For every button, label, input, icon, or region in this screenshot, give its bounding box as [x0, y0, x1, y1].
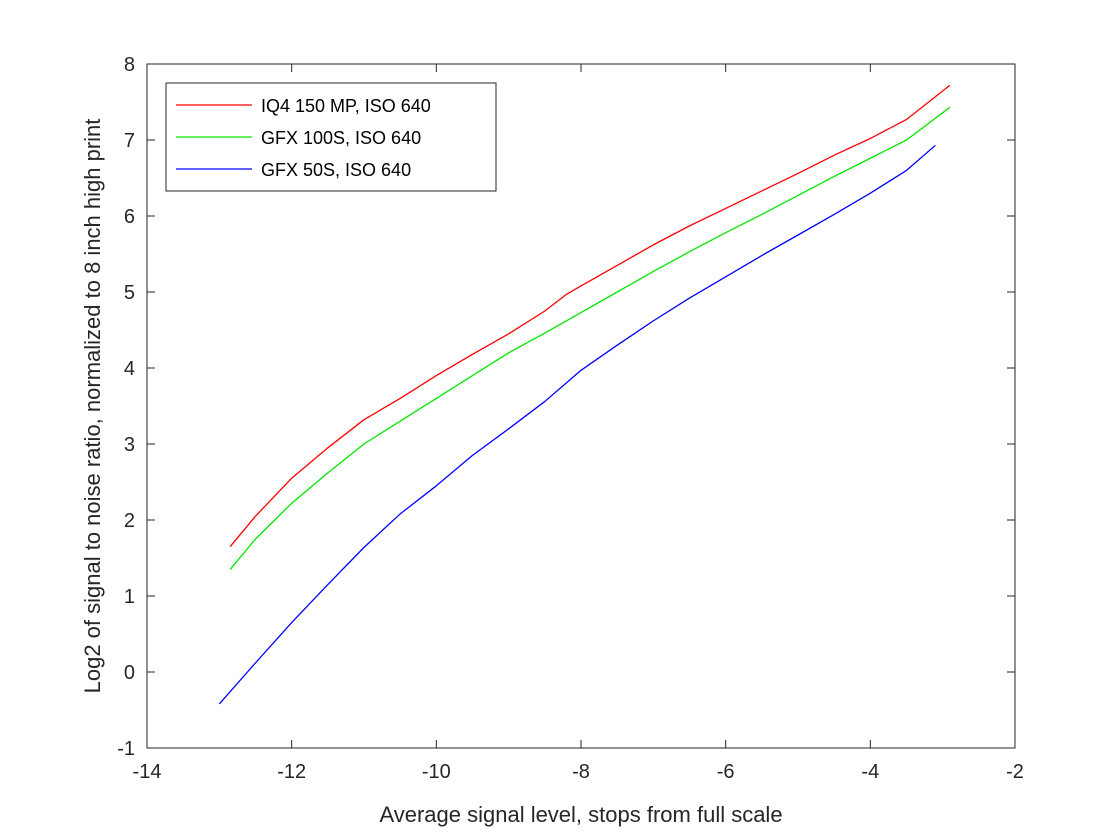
y-tick-label: 3 [124, 434, 135, 456]
x-tick-label: -2 [1006, 761, 1024, 783]
y-tick-label: 0 [124, 662, 135, 684]
y-axis-label: Log2 of signal to noise ratio, normalize… [80, 119, 105, 694]
y-tick-label: 5 [124, 282, 135, 304]
y-tick-label: 4 [124, 358, 135, 380]
series-line-3 [218, 144, 936, 705]
legend-label: GFX 50S, ISO 640 [261, 160, 411, 180]
x-axis-label: Average signal level, stops from full sc… [379, 802, 782, 827]
y-tick-label: 8 [124, 54, 135, 76]
x-tick-label: -14 [133, 761, 162, 783]
x-tick-label: -12 [277, 761, 306, 783]
legend-label: GFX 100S, ISO 640 [261, 128, 421, 148]
x-tick-label: -6 [717, 761, 735, 783]
y-tick-label: 1 [124, 586, 135, 608]
legend-label: IQ4 150 MP, ISO 640 [261, 96, 431, 116]
series-line-2 [229, 106, 951, 570]
y-tick-label: 6 [124, 206, 135, 228]
x-tick-label: -4 [861, 761, 879, 783]
x-tick-label: -8 [572, 761, 590, 783]
y-tick-label: 7 [124, 130, 135, 152]
y-tick-label: -1 [117, 738, 135, 760]
series-line-1 [229, 84, 951, 548]
x-tick-label: -10 [422, 761, 451, 783]
y-tick-label: 2 [124, 510, 135, 532]
legend: IQ4 150 MP, ISO 640 GFX 100S, ISO 640 GFX … [165, 82, 497, 192]
